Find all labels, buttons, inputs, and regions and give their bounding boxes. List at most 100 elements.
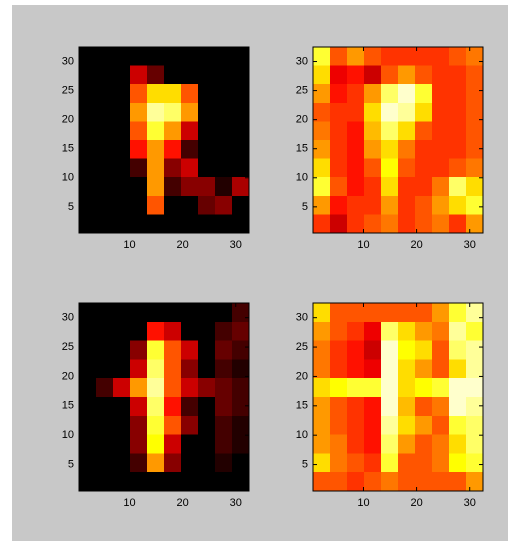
- heatmap-cell: [466, 378, 484, 398]
- heatmap-cell: [449, 195, 467, 215]
- heatmap-cell: [96, 177, 114, 197]
- heatmap-cell: [164, 102, 182, 122]
- y-tick-label: 30: [62, 312, 74, 324]
- heatmap-cell: [181, 303, 199, 323]
- heatmap-cell: [198, 177, 216, 197]
- heatmap-cell: [347, 158, 365, 178]
- axes-box: [312, 302, 484, 492]
- heatmap-cell: [364, 453, 382, 473]
- heatmap-cell: [164, 434, 182, 454]
- heatmap-cell: [449, 321, 467, 342]
- x-tick-label: 30: [464, 239, 476, 251]
- heatmap-cell: [181, 47, 199, 67]
- heatmap-cell: [147, 321, 165, 342]
- heatmap-cell: [232, 102, 250, 122]
- heatmap-cell: [181, 434, 199, 454]
- heatmap-cell: [130, 214, 148, 234]
- heatmap-cell: [330, 84, 348, 104]
- heatmap-cell: [449, 359, 467, 379]
- x-tick-label: 20: [410, 497, 422, 509]
- heatmap-cell: [164, 177, 182, 197]
- heatmap-cell: [96, 121, 114, 141]
- heatmap-cell: [181, 140, 199, 160]
- heatmap-cell: [313, 397, 331, 417]
- heatmap-cell: [449, 102, 467, 122]
- heatmap-cell: [164, 158, 182, 178]
- heatmap-cell: [181, 121, 199, 141]
- heatmap-cell: [330, 453, 348, 473]
- y-tick-label: 10: [62, 172, 74, 184]
- heatmap-cell: [398, 121, 416, 141]
- heatmap-cell: [113, 321, 131, 342]
- heatmap-cell: [432, 415, 450, 436]
- heatmap-cell: [113, 472, 131, 492]
- heatmap-cell: [330, 472, 348, 492]
- heatmap-cell: [147, 397, 165, 417]
- heatmap-cell: [398, 177, 416, 197]
- y-tick-label: 20: [62, 114, 74, 126]
- heatmap-cell: [415, 397, 433, 417]
- heatmap-cell: [113, 47, 131, 67]
- heatmap-cell: [232, 434, 250, 454]
- heatmap-cell: [181, 453, 199, 473]
- heatmap-cell: [313, 378, 331, 398]
- heatmap-cell: [79, 340, 97, 360]
- heatmap-cell: [96, 453, 114, 473]
- heatmap-cell: [79, 140, 97, 160]
- heatmap-cell: [215, 195, 233, 215]
- y-tick-label: 30: [296, 312, 308, 324]
- y-tick-label: 25: [296, 85, 308, 97]
- heatmap-cell: [79, 453, 97, 473]
- heatmap-cell: [466, 158, 484, 178]
- heatmap-cell: [79, 47, 97, 67]
- heatmap-cell: [79, 158, 97, 178]
- heatmap-cell: [198, 158, 216, 178]
- heatmap-cell: [364, 121, 382, 141]
- heatmap-cell: [96, 340, 114, 360]
- heatmap-cell: [466, 102, 484, 122]
- heatmap-cell: [347, 321, 365, 342]
- heatmap-cell: [347, 195, 365, 215]
- heatmap-cell: [198, 195, 216, 215]
- heatmap-cell: [164, 340, 182, 360]
- heatmap-cell: [364, 84, 382, 104]
- heatmap-cell: [215, 47, 233, 67]
- x-tick-label: 30: [464, 497, 476, 509]
- heatmap-cell: [113, 303, 131, 323]
- heatmap-cell: [198, 214, 216, 234]
- x-tick-label: 30: [230, 497, 242, 509]
- heatmap-cell: [130, 140, 148, 160]
- heatmap-cell: [466, 65, 484, 85]
- heatmap-cell: [364, 472, 382, 492]
- heatmap-cell: [215, 415, 233, 436]
- heatmap-cell: [466, 321, 484, 342]
- heatmap-cell: [79, 195, 97, 215]
- heatmap-cell: [381, 340, 399, 360]
- heatmap-cell: [364, 195, 382, 215]
- heatmap-cell: [232, 121, 250, 141]
- heatmap-cell: [347, 453, 365, 473]
- heatmap-cell: [432, 47, 450, 67]
- heatmap-cell: [130, 415, 148, 436]
- heatmap-cell: [466, 472, 484, 492]
- heatmap-cell: [381, 121, 399, 141]
- heatmap-cell: [96, 472, 114, 492]
- heatmap-cell: [232, 195, 250, 215]
- heatmap-cell: [330, 140, 348, 160]
- heatmap-cell: [415, 321, 433, 342]
- heatmap-cell: [398, 397, 416, 417]
- y-tick-label: 10: [62, 429, 74, 441]
- heatmap-cell: [79, 321, 97, 342]
- heatmap-cell: [364, 303, 382, 323]
- y-tick-label: 5: [68, 201, 74, 213]
- heatmap-cell: [398, 47, 416, 67]
- heatmap-cell: [313, 303, 331, 323]
- heatmap-cell: [232, 177, 250, 197]
- heatmap-cell: [415, 378, 433, 398]
- heatmap-cell: [466, 177, 484, 197]
- x-tick-label: 10: [123, 239, 135, 251]
- heatmap-cell: [398, 453, 416, 473]
- heatmap-cell: [113, 121, 131, 141]
- heatmap-cell: [398, 303, 416, 323]
- heatmap-cell: [330, 415, 348, 436]
